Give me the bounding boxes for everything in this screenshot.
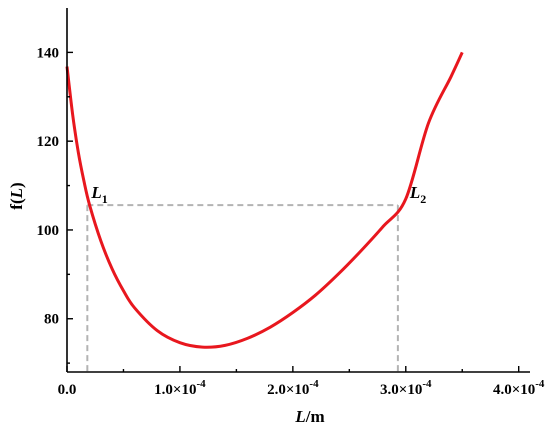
x-axis-title: L/m xyxy=(294,407,324,426)
x-tick-label: 1.0×10-4 xyxy=(154,378,206,398)
y-ticks: 80 100 120 140 xyxy=(37,45,73,364)
series-line xyxy=(65,51,464,349)
point-annotations: L1 L2 xyxy=(90,183,426,206)
x-tick-label: 0.0 xyxy=(58,382,77,398)
x-tick-label: 3.0×10-4 xyxy=(380,378,432,398)
y-tick-label: 100 xyxy=(37,223,60,239)
x-tick-label: 4.0×10-4 xyxy=(493,378,545,398)
reference-guides xyxy=(86,204,399,372)
x-ticks: 0.0 1.0×10-4 2.0×10-4 3.0×10-4 4.0×10-4 xyxy=(58,366,545,398)
x-tick-label: 2.0×10-4 xyxy=(267,378,319,398)
point-label-l2: L2 xyxy=(409,183,426,206)
y-tick-label: 140 xyxy=(37,45,60,61)
y-tick-label: 120 xyxy=(37,134,60,150)
series-layer xyxy=(65,51,464,349)
y-axis-title: f(L) xyxy=(7,182,26,209)
y-tick-label: 80 xyxy=(44,312,59,328)
point-label-l1: L1 xyxy=(90,183,107,206)
